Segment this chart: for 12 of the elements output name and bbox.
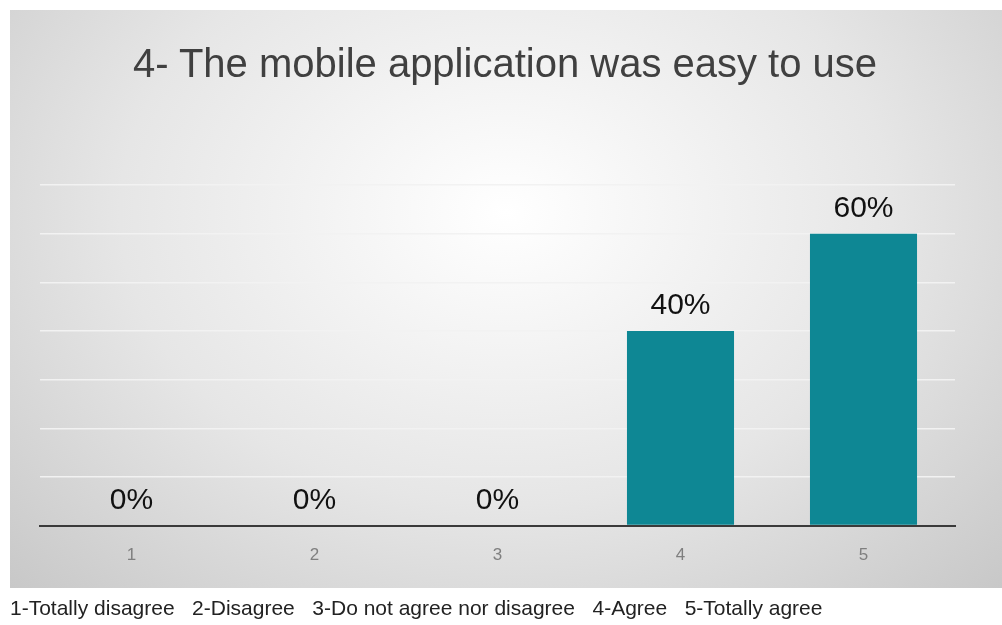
x-tick-label: 2 xyxy=(309,545,320,565)
data-label: 0% xyxy=(292,481,337,515)
x-tick-label: 5 xyxy=(858,545,869,565)
data-label: 40% xyxy=(650,287,711,321)
x-tick-label: 3 xyxy=(492,545,503,565)
x-tick-label: 4 xyxy=(675,545,686,565)
data-label: 0% xyxy=(475,481,520,515)
text: 1-Totally disagree 2-Disagree 3-Do not agree nor disagree 4-Agree 5-Totally agree xyxy=(10,596,823,620)
x-tick-label: 1 xyxy=(126,545,137,565)
data-label: 0% xyxy=(109,481,154,515)
data-label: 60% xyxy=(833,189,894,223)
chart-title: 4- The mobile application was easy to use xyxy=(131,40,879,87)
